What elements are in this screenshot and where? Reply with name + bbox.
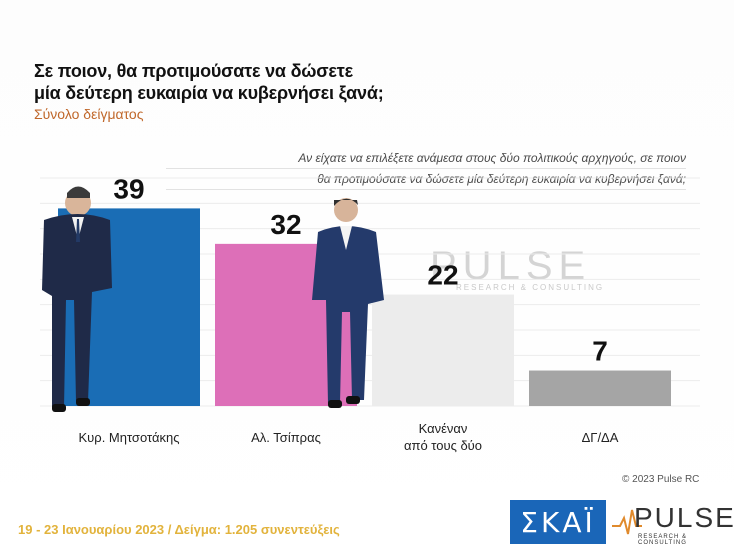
- pulse-logo: PULSE RESEARCH & CONSULTING: [612, 500, 734, 546]
- question-line2: θα προτιμούσατε να δώσετε μία δεύτερη ευ…: [166, 169, 686, 190]
- bar-4: [529, 370, 671, 406]
- value-label-4: 7: [592, 336, 608, 367]
- chart-title-line1: Σε ποιον, θα προτιμούσατε να δώσετε: [34, 61, 353, 81]
- person-figure-right: [312, 198, 384, 408]
- question-line1: Αν είχατε να επιλέξετε ανάμεσα στους δύο…: [166, 148, 686, 169]
- category-labels: Κυρ. Μητσοτάκης Αλ. Τσίπρας Κανέναν από του…: [79, 421, 619, 453]
- pulse-logo-word: PULSE: [634, 502, 734, 533]
- pulse-wave-icon: [612, 509, 642, 535]
- category-label-1: Κυρ. Μητσοτάκης: [79, 430, 180, 445]
- value-label-2: 32: [270, 209, 301, 240]
- category-label-3: Κανέναν: [419, 421, 468, 436]
- chart-subtitle: Σύνολο δείγματος: [34, 106, 144, 122]
- question-text: Αν είχατε να επιλέξετε ανάμεσα στους δύο…: [166, 148, 686, 190]
- fieldwork-text: 19 - 23 Ιανουαρίου 2023 / Δείγμα: 1.205 …: [18, 522, 340, 537]
- category-label-3: από τους δύο: [404, 438, 482, 453]
- chart-title-line2: μία δεύτερη ευκαιρία να κυβερνήσει ξανά;: [34, 83, 384, 103]
- value-label-1: 39: [113, 173, 144, 204]
- category-label-4: ΔΓ/ΔΑ: [582, 430, 619, 445]
- person-figure-left: [42, 186, 112, 412]
- watermark-tag: RESEARCH & CONSULTING: [456, 283, 605, 292]
- copyright-text: © 2023 Pulse RC: [622, 474, 700, 485]
- category-label-2: Αλ. Τσίπρας: [251, 430, 321, 445]
- bar-3: [372, 294, 514, 406]
- watermark-word: PULSE: [430, 244, 592, 288]
- skai-logo: ΣΚΑΪ: [510, 500, 606, 544]
- value-label-3: 22: [427, 260, 458, 291]
- value-labels: 39 32 22 7: [113, 173, 607, 366]
- chart-title: Σε ποιον, θα προτιμούσατε να δώσετε μία …: [34, 60, 384, 104]
- pulse-logo-tag: RESEARCH & CONSULTING: [638, 534, 688, 546]
- pulse-watermark: PULSE RESEARCH & CONSULTING: [430, 244, 604, 292]
